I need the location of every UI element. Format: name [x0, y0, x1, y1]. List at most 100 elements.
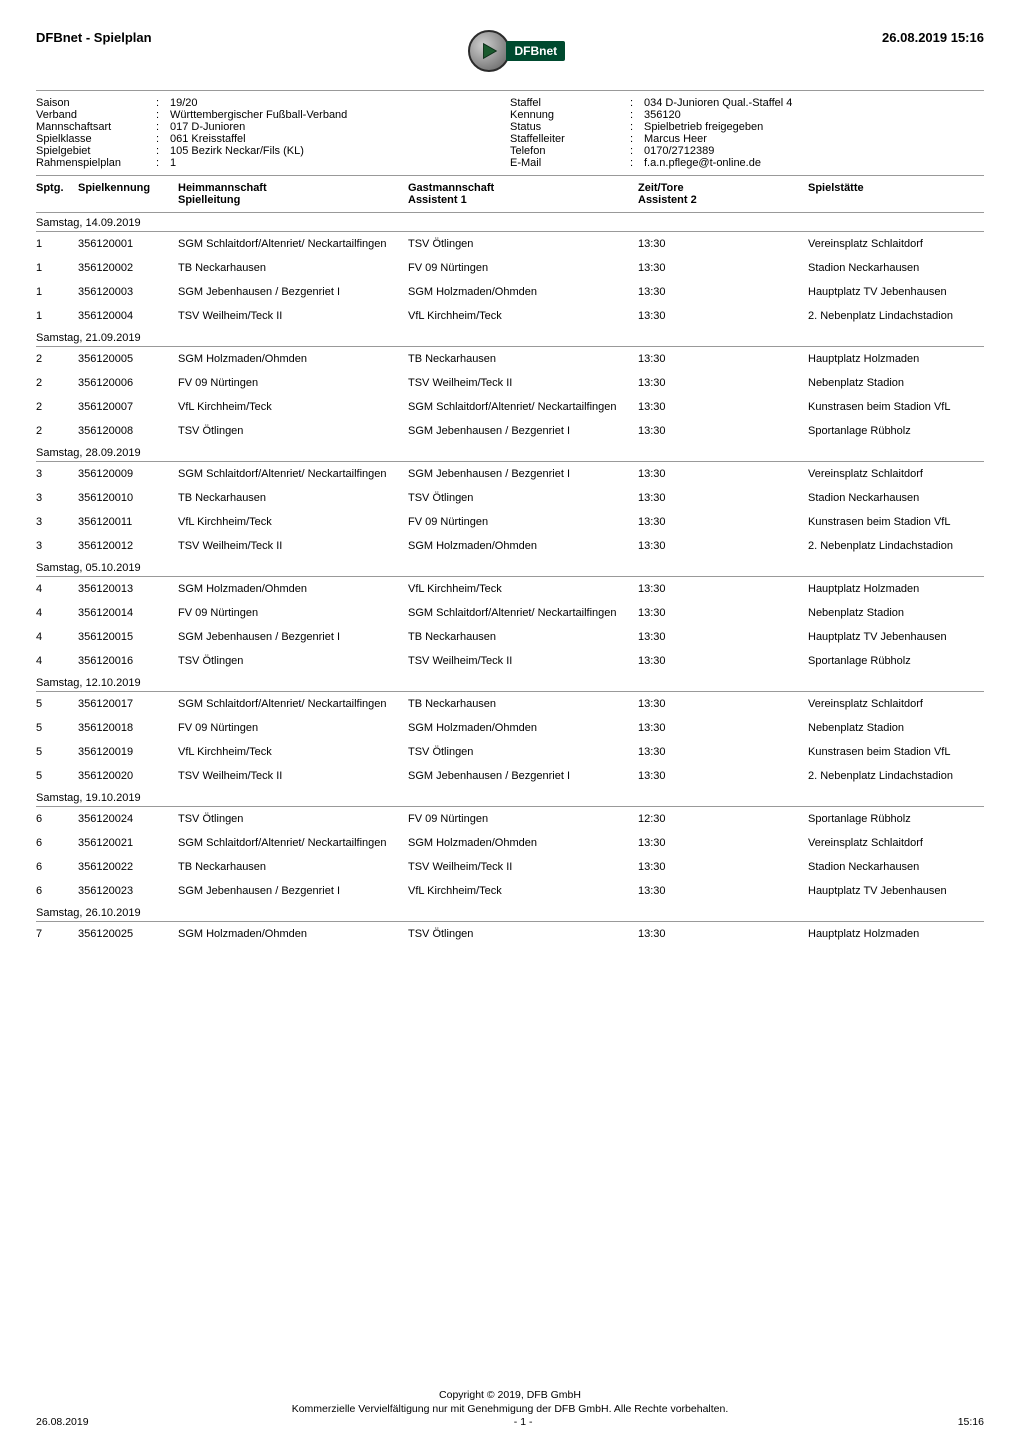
match-row: 4356120015SGM Jebenhausen / Bezgenriet I…: [36, 625, 984, 649]
meta-block: Saison:19/20Staffel:034 D-Junioren Qual.…: [36, 90, 984, 176]
meta-row: Spielgebiet:105 Bezirk Neckar/Fils (KL)T…: [36, 145, 984, 157]
cell-zeit: 13:30: [638, 607, 808, 619]
cell-stadion: Sportanlage Rübholz: [808, 655, 984, 667]
cell-zeit: 13:30: [638, 353, 808, 365]
cell-stadion: Hauptplatz Holzmaden: [808, 353, 984, 365]
cell-heim: TSV Ötlingen: [178, 655, 408, 667]
cell-sptg: 6: [36, 813, 78, 825]
match-row: 5356120018FV 09 NürtingenSGM Holzmaden/O…: [36, 716, 984, 740]
cell-kennung: 356120006: [78, 377, 178, 389]
cell-kennung: 356120002: [78, 262, 178, 274]
meta-label: E-Mail: [510, 157, 630, 169]
cell-zeit: 13:30: [638, 238, 808, 250]
cell-kennung: 356120025: [78, 928, 178, 940]
cell-kennung: 356120012: [78, 540, 178, 552]
meta-label: Mannschaftsart: [36, 121, 156, 133]
cell-stadion: Nebenplatz Stadion: [808, 722, 984, 734]
doc-title: DFBnet - Spielplan: [36, 30, 152, 45]
cell-heim: SGM Schlaitdorf/Altenriet/ Neckartailfin…: [178, 238, 408, 250]
meta-label: Saison: [36, 97, 156, 109]
cell-kennung: 356120020: [78, 770, 178, 782]
cell-zeit: 13:30: [638, 286, 808, 298]
cell-kennung: 356120003: [78, 286, 178, 298]
meta-colon: :: [630, 109, 644, 121]
footer-copyright: Copyright © 2019, DFB GmbH: [36, 1388, 984, 1402]
col-stadion: Spielstätte: [808, 182, 984, 206]
meta-colon: :: [630, 121, 644, 133]
cell-sptg: 4: [36, 655, 78, 667]
cell-stadion: 2. Nebenplatz Lindachstadion: [808, 770, 984, 782]
match-row: 2356120005SGM Holzmaden/OhmdenTB Neckarh…: [36, 347, 984, 371]
cell-gast: VfL Kirchheim/Teck: [408, 583, 638, 595]
match-row: 3356120011VfL Kirchheim/TeckFV 09 Nürtin…: [36, 510, 984, 534]
meta-label: Staffelleiter: [510, 133, 630, 145]
col-zeit-line1: Zeit/Tore: [638, 182, 808, 194]
cell-kennung: 356120004: [78, 310, 178, 322]
cell-gast: SGM Holzmaden/Ohmden: [408, 722, 638, 734]
meta-colon: :: [156, 97, 170, 109]
cell-sptg: 4: [36, 607, 78, 619]
col-gast: Gastmannschaft Assistent 1: [408, 182, 638, 206]
cell-stadion: Kunstrasen beim Stadion VfL: [808, 401, 984, 413]
meta-row: Verband:Württembergischer Fußball-Verban…: [36, 109, 984, 121]
cell-gast: SGM Schlaitdorf/Altenriet/ Neckartailfin…: [408, 607, 638, 619]
cell-heim: TB Neckarhausen: [178, 262, 408, 274]
cell-stadion: Vereinsplatz Schlaitdorf: [808, 837, 984, 849]
cell-stadion: Hauptplatz TV Jebenhausen: [808, 631, 984, 643]
cell-stadion: Hauptplatz TV Jebenhausen: [808, 885, 984, 897]
cell-sptg: 5: [36, 770, 78, 782]
meta-label: Kennung: [510, 109, 630, 121]
cell-gast: SGM Jebenhausen / Bezgenriet I: [408, 468, 638, 480]
cell-stadion: Kunstrasen beim Stadion VfL: [808, 746, 984, 758]
cell-heim: TSV Ötlingen: [178, 425, 408, 437]
cell-gast: TB Neckarhausen: [408, 353, 638, 365]
match-row: 5356120020TSV Weilheim/Teck IISGM Jebenh…: [36, 764, 984, 788]
cell-stadion: Nebenplatz Stadion: [808, 377, 984, 389]
cell-heim: SGM Jebenhausen / Bezgenriet I: [178, 631, 408, 643]
cell-stadion: Sportanlage Rübholz: [808, 813, 984, 825]
cell-zeit: 13:30: [638, 262, 808, 274]
cell-gast: TSV Weilheim/Teck II: [408, 377, 638, 389]
cell-kennung: 356120011: [78, 516, 178, 528]
col-gast-line1: Gastmannschaft: [408, 182, 638, 194]
cell-zeit: 13:30: [638, 468, 808, 480]
cell-gast: SGM Holzmaden/Ohmden: [408, 540, 638, 552]
cell-kennung: 356120016: [78, 655, 178, 667]
cell-gast: TSV Weilheim/Teck II: [408, 861, 638, 873]
footer: Copyright © 2019, DFB GmbH Kommerzielle …: [36, 1388, 984, 1428]
cell-sptg: 6: [36, 837, 78, 849]
cell-gast: VfL Kirchheim/Teck: [408, 885, 638, 897]
match-row: 4356120013SGM Holzmaden/OhmdenVfL Kirchh…: [36, 577, 984, 601]
col-heim-line2: Spielleitung: [178, 194, 408, 206]
cell-zeit: 13:30: [638, 516, 808, 528]
cell-kennung: 356120013: [78, 583, 178, 595]
cell-stadion: Stadion Neckarhausen: [808, 492, 984, 504]
meta-value: 017 D-Junioren: [170, 121, 510, 133]
match-row: 5356120019VfL Kirchheim/TeckTSV Ötlingen…: [36, 740, 984, 764]
meta-value: 0170/2712389: [644, 145, 984, 157]
meta-value: 034 D-Junioren Qual.-Staffel 4: [644, 97, 984, 109]
cell-sptg: 4: [36, 631, 78, 643]
col-sptg: Sptg.: [36, 182, 78, 206]
cell-zeit: 13:30: [638, 492, 808, 504]
cell-heim: TSV Weilheim/Teck II: [178, 540, 408, 552]
footer-time: 15:16: [958, 1416, 984, 1428]
cell-heim: FV 09 Nürtingen: [178, 377, 408, 389]
cell-sptg: 1: [36, 262, 78, 274]
schedule-body: Samstag, 14.09.20191356120001SGM Schlait…: [36, 213, 984, 946]
cell-kennung: 356120022: [78, 861, 178, 873]
cell-kennung: 356120019: [78, 746, 178, 758]
cell-sptg: 6: [36, 885, 78, 897]
cell-stadion: Stadion Neckarhausen: [808, 861, 984, 873]
cell-gast: SGM Holzmaden/Ohmden: [408, 837, 638, 849]
meta-colon: :: [630, 145, 644, 157]
cell-gast: FV 09 Nürtingen: [408, 516, 638, 528]
dfbnet-logo-text: DFBnet: [506, 41, 565, 61]
cell-gast: TSV Ötlingen: [408, 492, 638, 504]
match-row: 4356120016TSV ÖtlingenTSV Weilheim/Teck …: [36, 649, 984, 673]
meta-label: Status: [510, 121, 630, 133]
match-row: 4356120014FV 09 NürtingenSGM Schlaitdorf…: [36, 601, 984, 625]
col-zeit: Zeit/Tore Assistent 2: [638, 182, 808, 206]
cell-zeit: 13:30: [638, 540, 808, 552]
match-row: 7356120025SGM Holzmaden/OhmdenTSV Ötling…: [36, 922, 984, 946]
